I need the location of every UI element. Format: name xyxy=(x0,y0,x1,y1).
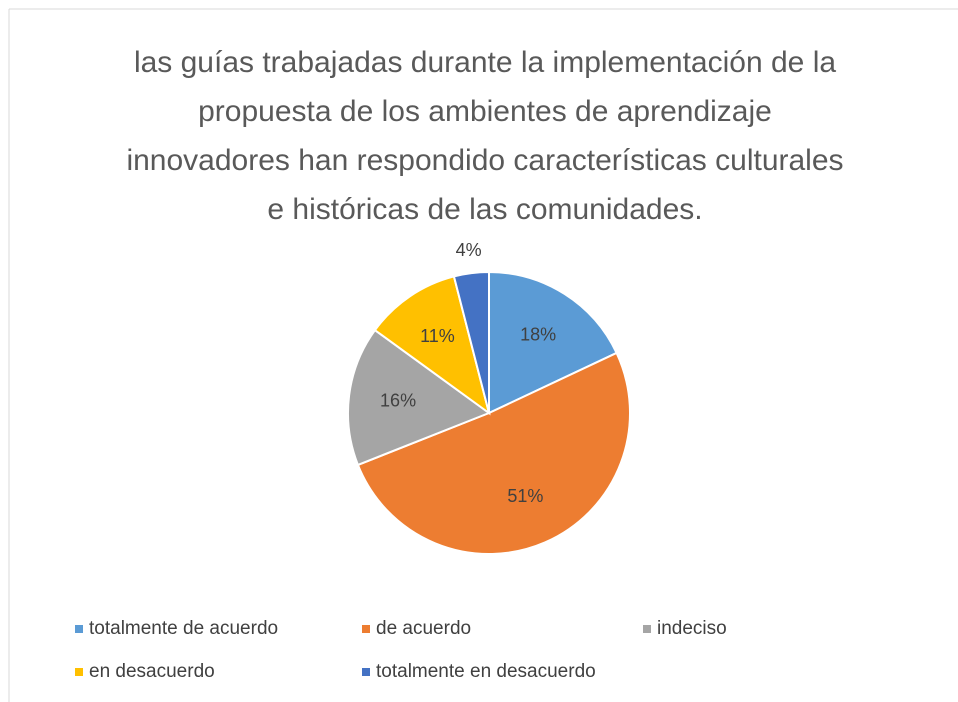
legend-label: indeciso xyxy=(657,618,727,639)
legend-swatch xyxy=(643,625,651,633)
chart-title: las guías trabajadas durante la implemen… xyxy=(126,46,844,226)
legend-swatch xyxy=(362,668,370,676)
pie-slice xyxy=(356,351,631,555)
pie-slice xyxy=(347,328,492,467)
data-label: 16% xyxy=(380,390,416,410)
legend-label: en desacuerdo xyxy=(89,661,215,682)
pie-slice xyxy=(452,270,490,414)
legend-label: de acuerdo xyxy=(376,618,471,639)
data-label: 18% xyxy=(520,324,556,344)
legend-swatch xyxy=(75,625,83,633)
pie-slice xyxy=(373,275,491,416)
data-label: 4% xyxy=(456,240,482,260)
data-label: 51% xyxy=(507,486,543,506)
legend-label: totalmente de acuerdo xyxy=(89,618,278,639)
legend-swatch xyxy=(75,668,83,676)
legend-swatch xyxy=(362,625,370,633)
data-label: 11% xyxy=(420,326,455,346)
pie-slice xyxy=(488,270,618,415)
legend-label: totalmente en desacuerdo xyxy=(376,661,596,682)
